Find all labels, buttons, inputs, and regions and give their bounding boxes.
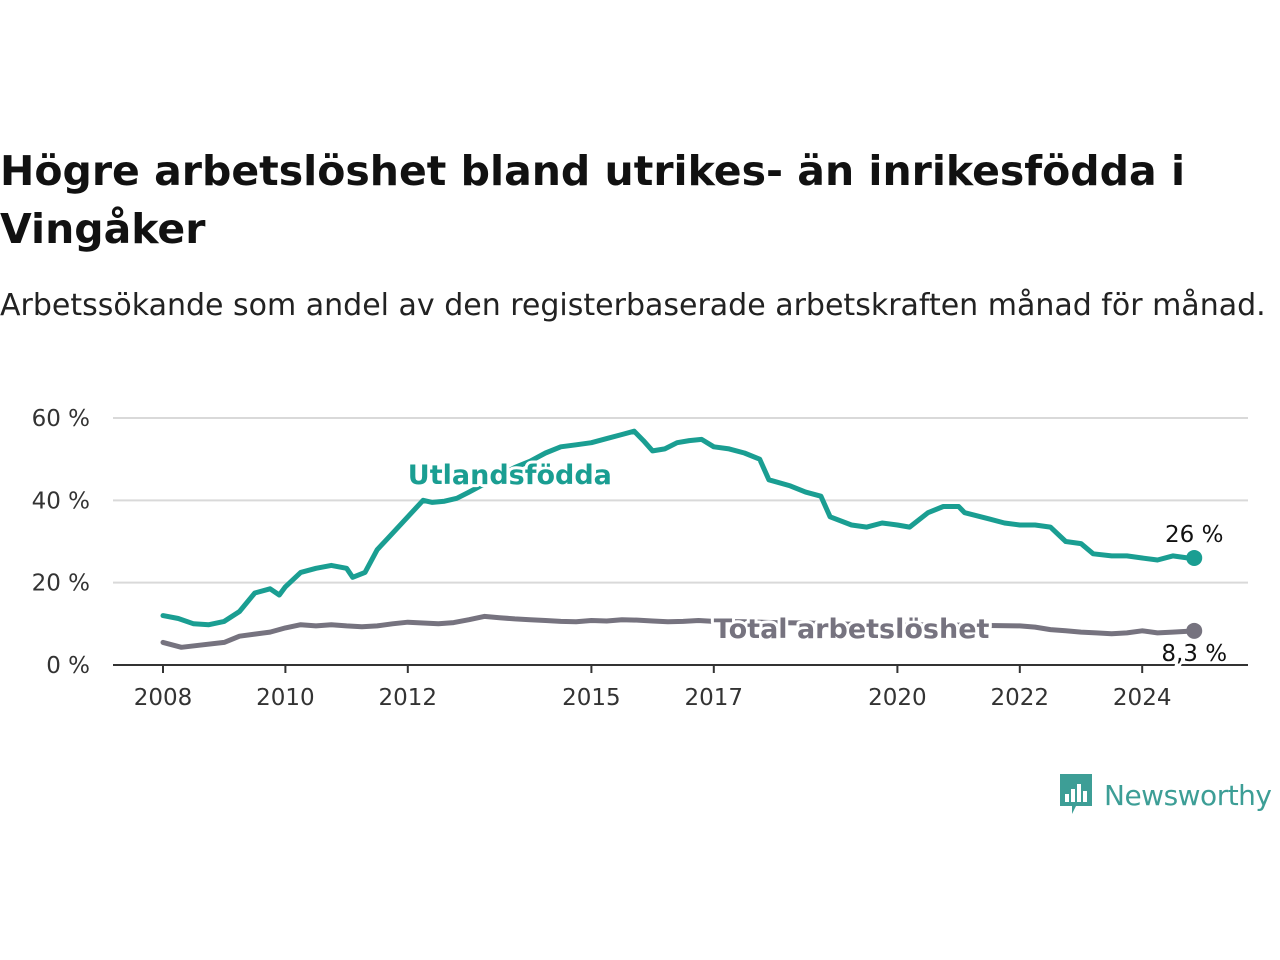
series-lines	[160, 428, 1203, 650]
x-tick-label: 2020	[868, 685, 927, 711]
series-line-utlandsfodda	[160, 428, 1197, 628]
brand-name: Newsworthy	[1104, 778, 1272, 812]
x-tick-label: 2008	[134, 685, 193, 711]
chart-subtitle: Arbetssökande som andel av den registerb…	[0, 288, 1266, 323]
series-line-total	[160, 613, 1197, 650]
series-end-label: 26 %	[1165, 522, 1223, 548]
series-end-point	[1186, 549, 1203, 566]
gridlines	[113, 417, 1248, 584]
y-tick-label: 20 %	[32, 571, 90, 597]
series-end-point	[1186, 622, 1203, 639]
series-end-label: 8,3 %	[1161, 641, 1227, 667]
chart-title: Högre arbetslöshet bland utrikes- än inr…	[0, 147, 1185, 253]
line-chart: 0 % 20 % 40 % 60 % 2008 2010 2012 2015 2017 2020…	[32, 406, 1248, 711]
x-axis: 2008 2010 2012 2015 2017 2020 2022 2024	[113, 664, 1248, 711]
y-tick-label: 60 %	[32, 406, 90, 432]
x-tick-label: 2017	[685, 685, 744, 711]
x-tick-label: 2022	[991, 685, 1050, 711]
newsworthy-bar-chart-icon	[1060, 774, 1092, 814]
y-tick-label: 0 %	[46, 653, 90, 679]
x-tick-label: 2024	[1113, 685, 1172, 711]
y-tick-label: 40 %	[32, 488, 90, 514]
newsworthy-logo: Newsworthy	[1058, 772, 1272, 818]
x-tick-label: 2010	[256, 685, 315, 711]
x-tick-label: 2012	[379, 685, 438, 711]
x-tick-label: 2015	[562, 685, 621, 711]
series-labels: Utlandsfödda Total arbetslöshet 26 % 8,3 %	[405, 457, 1230, 669]
y-axis-tick-labels: 0 % 20 % 40 % 60 %	[32, 406, 90, 679]
series-name-label: Utlandsfödda	[408, 460, 612, 491]
series-name-label: Total arbetslöshet	[714, 614, 990, 645]
